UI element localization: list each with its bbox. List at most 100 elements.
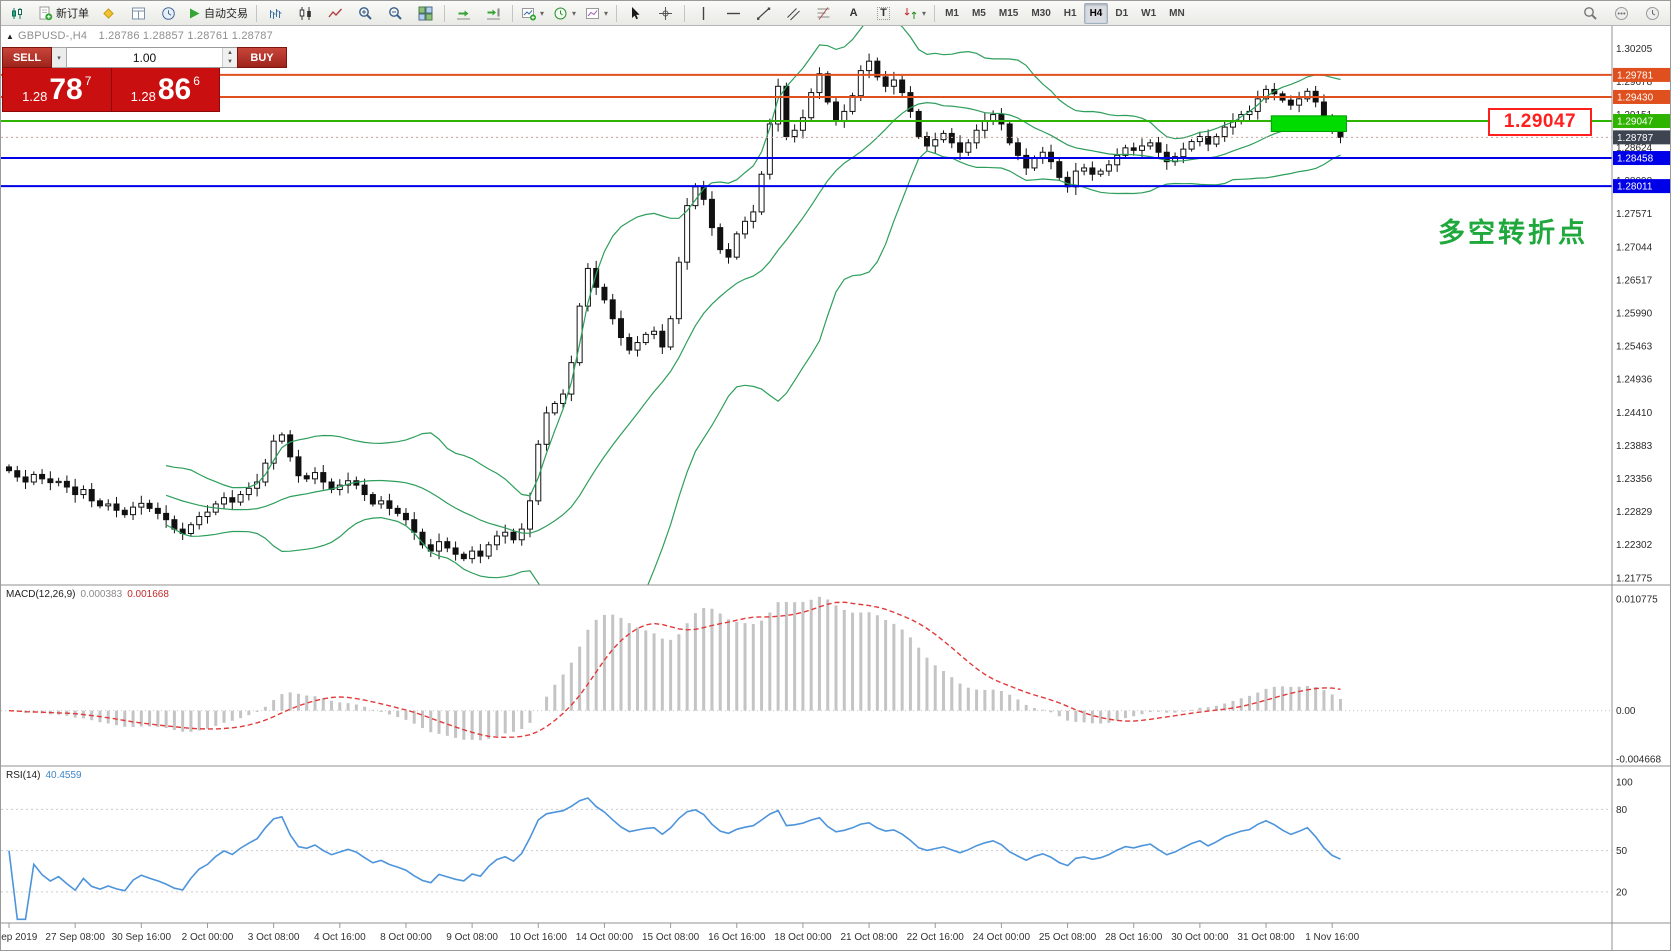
collapse-one-click-arrow[interactable] (6, 32, 14, 41)
svg-text:0.00: 0.00 (1616, 706, 1636, 717)
cursor-group (621, 2, 680, 25)
objects-group: A T (689, 2, 930, 25)
crosshair-icon[interactable] (651, 2, 680, 25)
sell-button[interactable]: SELL (2, 47, 52, 68)
chart-type-group (261, 2, 440, 25)
one-click-trading-panel: SELL ▲▼ BUY 1.28 78 7 1.28 86 6 (2, 47, 287, 112)
templates-button[interactable] (581, 2, 612, 25)
candlestick-chart-icon[interactable] (291, 2, 320, 25)
auto-trading-button[interactable]: 自动交易 (184, 2, 252, 25)
volume-down-icon[interactable]: ▼ (223, 57, 237, 67)
svg-text:-0.004668: -0.004668 (1616, 755, 1661, 766)
svg-text:1.26517: 1.26517 (1616, 275, 1653, 286)
macd-signal-value: 0.001668 (127, 589, 169, 600)
volume-dropdown[interactable] (52, 47, 67, 68)
text-icon[interactable]: A (839, 2, 868, 25)
search-icon[interactable] (1576, 2, 1605, 25)
periods-button[interactable] (549, 2, 580, 25)
main-toolbar: 新订单 自动交易 (1, 1, 1670, 26)
buy-button[interactable]: BUY (237, 47, 287, 68)
toolbar-separator (934, 4, 936, 22)
sell-price[interactable]: 1.28 78 7 (3, 68, 112, 111)
toolbar-separator (256, 4, 257, 22)
text-label-icon[interactable]: T (869, 2, 898, 25)
rsi-indicator-label: RSI(14) 40.4559 (6, 770, 82, 781)
one-click-price-row: 1.28 78 7 1.28 86 6 (2, 68, 220, 112)
market-watch-icon[interactable] (154, 2, 183, 25)
price-callout-box[interactable]: 1.29047 (1488, 108, 1592, 136)
buy-price[interactable]: 1.28 86 6 (112, 68, 220, 111)
arrows-button[interactable] (899, 2, 930, 25)
bar-chart-icon[interactable] (261, 2, 290, 25)
volume-input[interactable] (67, 48, 222, 67)
cursor-icon[interactable] (621, 2, 650, 25)
svg-text:1.21775: 1.21775 (1616, 573, 1653, 584)
macd-name: MACD(12,26,9) (6, 589, 76, 600)
svg-text:50: 50 (1616, 846, 1628, 857)
svg-text:1.24410: 1.24410 (1616, 408, 1653, 419)
horizontal-line-objects[interactable] (1, 73, 1612, 188)
timeframe-m1-button[interactable]: M1 (945, 7, 959, 19)
timeframe-m30-button[interactable]: M30 (1031, 7, 1051, 19)
tile-windows-icon[interactable] (411, 2, 440, 25)
svg-text:16 Oct 16:00: 16 Oct 16:00 (708, 932, 766, 943)
volume-stepper[interactable]: ▲ ▼ (222, 48, 237, 67)
svg-text:1.28787: 1.28787 (1617, 133, 1654, 144)
data-window-icon[interactable] (124, 2, 153, 25)
timeframe-d1-button[interactable]: D1 (1115, 7, 1129, 19)
horizontal-line-icon[interactable] (719, 2, 748, 25)
price-tag (1613, 114, 1670, 129)
channel-icon[interactable] (779, 2, 808, 25)
timeframe-h1-button[interactable]: H1 (1063, 7, 1077, 19)
arrows-icon (903, 6, 918, 21)
one-click-header-row: SELL ▲▼ BUY (2, 47, 287, 68)
svg-text:3 Oct 08:00: 3 Oct 08:00 (248, 932, 300, 943)
new-chart-button[interactable] (517, 2, 548, 25)
label-tool-glyph: T (877, 6, 890, 20)
svg-text:1.25463: 1.25463 (1616, 342, 1653, 353)
svg-text:4 Oct 16:00: 4 Oct 16:00 (314, 932, 366, 943)
timeframe-m15-button[interactable]: M15 (998, 7, 1019, 19)
timeframe-w1-button[interactable]: W1 (1141, 7, 1157, 19)
zoom-out-icon[interactable] (381, 2, 410, 25)
timeframe-h4-button[interactable]: H4 (1083, 2, 1109, 24)
line-chart-icon[interactable] (321, 2, 350, 25)
turning-point-annotation[interactable]: 多空转折点 (1438, 218, 1588, 248)
volume-up-icon[interactable]: ▲ (223, 48, 237, 58)
svg-text:18 Oct 00:00: 18 Oct 00:00 (774, 932, 832, 943)
highlight-rectangle-object[interactable] (1270, 115, 1347, 133)
terminal-icon[interactable] (4, 2, 33, 25)
svg-text:1.28624: 1.28624 (1616, 143, 1653, 154)
vertical-line-icon[interactable] (689, 2, 718, 25)
trendline-icon[interactable] (749, 2, 778, 25)
volume-field-wrap: ▲▼ (67, 47, 237, 68)
svg-text:8 Oct 00:00: 8 Oct 00:00 (380, 932, 432, 943)
new-order-icon (38, 6, 53, 21)
fibonacci-icon[interactable] (809, 2, 838, 25)
svg-text:1.23883: 1.23883 (1616, 441, 1653, 452)
customize-icon[interactable] (1638, 2, 1667, 25)
auto-scroll-icon[interactable] (449, 2, 478, 25)
svg-text:20: 20 (1616, 887, 1628, 898)
symbol-period-label: GBPUSD-,H4 (18, 30, 88, 42)
price-tag (1613, 151, 1670, 166)
overflow-icon[interactable] (1607, 2, 1636, 25)
rsi-line (8, 797, 1341, 921)
toolbar-right-group (1576, 2, 1667, 25)
timeframe-m5-button[interactable]: M5 (971, 7, 986, 19)
new-order-button[interactable]: 新订单 (34, 2, 93, 25)
metaeditor-icon[interactable] (94, 2, 123, 25)
autotrading-play-icon (188, 7, 201, 20)
chart-shift-icon[interactable] (479, 2, 508, 25)
svg-text:2 Oct 00:00: 2 Oct 00:00 (182, 932, 234, 943)
svg-text:30 Sep 16:00: 30 Sep 16:00 (112, 932, 172, 943)
svg-text:14 Oct 00:00: 14 Oct 00:00 (576, 932, 634, 943)
zoom-in-icon[interactable] (351, 2, 380, 25)
svg-text:10 Oct 16:00: 10 Oct 16:00 (510, 932, 568, 943)
date-axis[interactable]: 26 Sep 2019 27 Sep 08:00 30 Sep 16:00 2 Oct… (1, 923, 1360, 943)
svg-text:1.29047: 1.29047 (1617, 117, 1654, 128)
svg-text:30 Oct 00:00: 30 Oct 00:00 (1171, 932, 1229, 943)
svg-text:1.27044: 1.27044 (1616, 242, 1653, 253)
timeframe-mn-button[interactable]: MN (1169, 7, 1185, 19)
